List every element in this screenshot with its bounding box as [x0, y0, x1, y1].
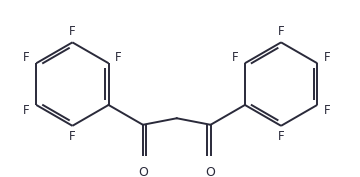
Text: O: O: [206, 166, 216, 177]
Text: F: F: [324, 51, 330, 64]
Text: F: F: [69, 25, 76, 38]
Text: F: F: [23, 51, 30, 64]
Text: F: F: [23, 104, 30, 117]
Text: F: F: [324, 104, 330, 117]
Text: F: F: [115, 51, 121, 64]
Text: F: F: [232, 51, 239, 64]
Text: F: F: [278, 130, 284, 143]
Text: F: F: [69, 130, 76, 143]
Text: F: F: [278, 25, 284, 38]
Text: O: O: [138, 166, 148, 177]
